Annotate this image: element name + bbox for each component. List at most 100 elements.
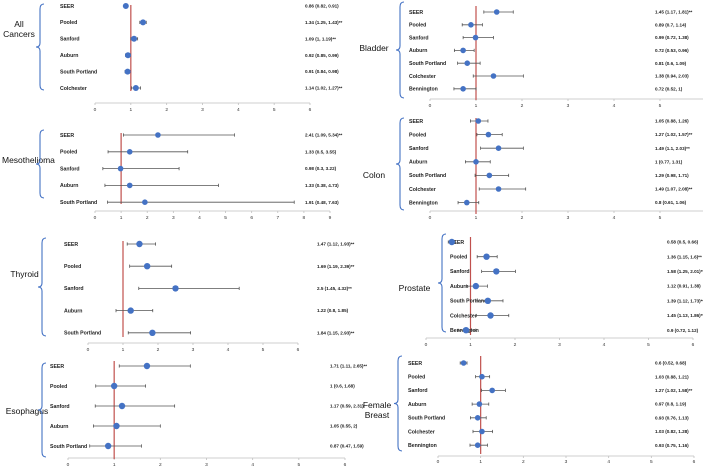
forest-plot: 0 1 2 3 4 5 6 SEER 1.47 (1.12, 1.93)** Pooled 1.69… bbox=[37, 237, 354, 353]
point-estimate bbox=[149, 329, 156, 336]
x-tick-label: 6 bbox=[344, 462, 347, 468]
row-label: Auburn bbox=[408, 402, 426, 408]
x-tick-label: 5 bbox=[647, 342, 650, 348]
row-label: Pooled bbox=[408, 375, 425, 381]
group-bracket bbox=[437, 233, 447, 333]
point-estimate bbox=[104, 442, 112, 450]
x-tick-label: 0 bbox=[87, 347, 90, 353]
forest-panel-esophagus: Esophagus 0 1 2 3 4 5 6 SEER 1.71 (1.11, 2.65)** P… bbox=[0, 357, 367, 472]
row-label: SEER bbox=[409, 119, 423, 125]
point-estimate bbox=[473, 159, 479, 165]
x-tick-label: 7 bbox=[276, 215, 279, 221]
x-tick-label: 3 bbox=[172, 215, 175, 221]
point-estimate bbox=[460, 47, 466, 54]
x-tick-label: 5 bbox=[273, 107, 276, 113]
x-tick-label: 0 bbox=[437, 459, 440, 465]
x-tick-label: 4 bbox=[603, 342, 606, 348]
row-label: Colchester bbox=[60, 86, 87, 92]
x-tick-label: 6 bbox=[250, 215, 253, 221]
ci-value-label: 1.33 (0.5, 3.55) bbox=[305, 149, 337, 154]
x-tick-label: 1 bbox=[120, 215, 123, 221]
row-label: Sanford bbox=[60, 166, 80, 172]
row-label: Sanford bbox=[450, 269, 470, 275]
point-estimate bbox=[143, 263, 151, 270]
point-estimate bbox=[136, 240, 143, 248]
group-bracket bbox=[35, 129, 45, 199]
x-tick-label: 3 bbox=[192, 347, 195, 353]
ci-value-label: 1.03 (0.82, 1.28) bbox=[655, 429, 689, 434]
group-bracket bbox=[395, 1, 405, 99]
ci-value-label: 0.8 (0.61, 1.06) bbox=[655, 200, 687, 205]
row-label: Pooled bbox=[450, 255, 467, 261]
point-estimate bbox=[140, 19, 147, 26]
ci-value-label: 0.86 (0.82, 0.91) bbox=[305, 4, 339, 9]
row-label: SEER bbox=[50, 364, 64, 370]
x-tick-label: 0 bbox=[429, 215, 432, 221]
ci-value-label: 1.49 (1.07, 2.08)** bbox=[655, 187, 692, 192]
point-estimate bbox=[462, 327, 470, 334]
point-estimate bbox=[468, 22, 474, 28]
row-label: Colchester bbox=[409, 74, 436, 80]
point-estimate bbox=[124, 52, 131, 59]
panel-title: Esophagus bbox=[5, 406, 49, 416]
point-estimate bbox=[143, 362, 151, 370]
row-label: South Portland bbox=[64, 331, 101, 337]
ci-value-label: 0.97 (0.8, 1.19) bbox=[655, 402, 687, 407]
row-label: South Portland bbox=[408, 416, 445, 422]
ci-value-label: 0.93 (0.76, 1.13) bbox=[655, 415, 689, 420]
x-tick-label: 0 bbox=[94, 107, 97, 113]
ci-value-label: 0.58 (0.5, 0.66) bbox=[667, 240, 699, 245]
row-label: Sanford bbox=[408, 388, 428, 394]
ci-value-label: 0.81 (0.6, 1.09) bbox=[655, 61, 687, 66]
row-label: Auburn bbox=[409, 48, 427, 54]
ci-value-label: 1.36 (1.15, 1.6)** bbox=[667, 254, 702, 259]
point-estimate bbox=[475, 118, 482, 124]
point-estimate bbox=[495, 186, 502, 192]
point-estimate bbox=[131, 35, 138, 42]
x-tick-label: 4 bbox=[613, 103, 616, 109]
point-estimate bbox=[127, 307, 134, 314]
x-tick-label: 4 bbox=[227, 347, 230, 353]
x-tick-label: 5 bbox=[659, 215, 662, 221]
point-estimate bbox=[472, 282, 480, 290]
forest-panel-mesothelioma: Mesothelioma 0 1 2 3 4 5 6 7 8 9 SEER 2.41 (1.09, 5.… bbox=[0, 118, 350, 230]
row-label: Sanford bbox=[409, 146, 429, 152]
ci-value-label: 1.45 (1.17, 1.81)** bbox=[655, 10, 692, 15]
x-tick-label: 1 bbox=[129, 107, 132, 113]
ci-value-label: 1.14 (1.02, 1.27)** bbox=[305, 86, 342, 91]
row-label: Auburn bbox=[60, 53, 78, 59]
forest-plot: 0 1 2 3 4 5 6 SEER 1.71 (1.11, 2.65)** Pooled 1 (0… bbox=[37, 361, 367, 468]
forest-plot: 0 1 2 3 4 5 6 7 8 9 SEER 2.41 (1.09, 5.34)** Pooled 1… bbox=[35, 129, 342, 221]
x-tick-label: 3 bbox=[567, 103, 570, 109]
x-tick-label: 3 bbox=[565, 459, 568, 465]
row-label: SEER bbox=[408, 361, 422, 367]
ci-value-label: 2.5 (1.45, 4.32)** bbox=[317, 286, 352, 291]
point-estimate bbox=[126, 149, 133, 155]
point-estimate bbox=[118, 402, 126, 410]
ci-value-label: 0.72 (0.53, 0.96) bbox=[655, 48, 689, 53]
x-tick-label: 1 bbox=[475, 103, 478, 109]
row-label: Auburn bbox=[64, 308, 82, 314]
point-estimate bbox=[487, 312, 494, 319]
ci-value-label: 1.39 (1.12, 1.73)** bbox=[667, 298, 703, 303]
ci-value-label: 1.03 (0.88, 1.21) bbox=[655, 374, 689, 379]
ci-value-label: 1.29 (0.98, 1.71) bbox=[655, 173, 689, 178]
row-label: South Portland bbox=[60, 69, 97, 75]
x-tick-label: 4 bbox=[198, 215, 201, 221]
x-tick-label: 4 bbox=[613, 215, 616, 221]
row-label: South Portland bbox=[450, 299, 487, 305]
x-tick-label: 0 bbox=[94, 215, 97, 221]
panel-title: Prostate bbox=[398, 283, 431, 293]
ci-value-label: 1.47 (1.12, 1.93)** bbox=[317, 242, 354, 247]
ci-value-label: 1.33 (0.38, 4.73) bbox=[305, 183, 339, 188]
point-estimate bbox=[155, 132, 161, 138]
point-estimate bbox=[489, 387, 495, 394]
ci-value-label: 1.05 (0.55, 2) bbox=[330, 424, 358, 429]
ci-value-label: 1.12 (0.91, 1.38) bbox=[667, 284, 701, 289]
row-label: Bennington bbox=[409, 87, 438, 93]
point-estimate bbox=[122, 3, 129, 9]
x-tick-label: 0 bbox=[429, 103, 432, 109]
point-estimate bbox=[472, 34, 479, 41]
panel-title: Thyroid bbox=[10, 269, 39, 279]
